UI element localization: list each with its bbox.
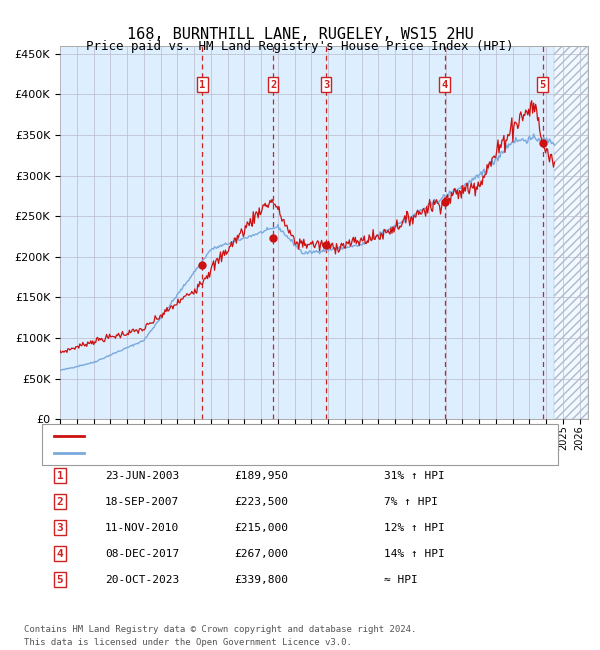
Text: 11-NOV-2010: 11-NOV-2010	[105, 523, 179, 533]
Text: 23-JUN-2003: 23-JUN-2003	[105, 471, 179, 481]
Text: 5: 5	[539, 80, 546, 90]
Bar	[554, 46, 588, 419]
Text: £223,500: £223,500	[234, 497, 288, 507]
Text: 168, BURNTHILL LANE, RUGELEY, WS15 2HU (detached house): 168, BURNTHILL LANE, RUGELEY, WS15 2HU (…	[90, 431, 434, 441]
Bar	[554, 46, 588, 419]
Text: 08-DEC-2017: 08-DEC-2017	[105, 549, 179, 559]
Text: 4: 4	[56, 549, 64, 559]
Text: Contains HM Land Registry data © Crown copyright and database right 2024.
This d: Contains HM Land Registry data © Crown c…	[24, 625, 416, 647]
Text: 168, BURNTHILL LANE, RUGELEY, WS15 2HU: 168, BURNTHILL LANE, RUGELEY, WS15 2HU	[127, 27, 473, 42]
Text: £215,000: £215,000	[234, 523, 288, 533]
Text: £339,800: £339,800	[234, 575, 288, 585]
Text: Price paid vs. HM Land Registry's House Price Index (HPI): Price paid vs. HM Land Registry's House …	[86, 40, 514, 53]
Text: HPI: Average price, detached house, Cannock Chase: HPI: Average price, detached house, Cann…	[90, 448, 396, 458]
Text: 2: 2	[56, 497, 64, 507]
Text: £267,000: £267,000	[234, 549, 288, 559]
Text: 1: 1	[56, 471, 64, 481]
Text: 3: 3	[56, 523, 64, 533]
Text: ≈ HPI: ≈ HPI	[384, 575, 418, 585]
Text: 1: 1	[199, 80, 205, 90]
Text: 5: 5	[56, 575, 64, 585]
Text: £189,950: £189,950	[234, 471, 288, 481]
Text: 18-SEP-2007: 18-SEP-2007	[105, 497, 179, 507]
Text: 2: 2	[270, 80, 276, 90]
Text: 4: 4	[442, 80, 448, 90]
Text: 14% ↑ HPI: 14% ↑ HPI	[384, 549, 445, 559]
Text: 31% ↑ HPI: 31% ↑ HPI	[384, 471, 445, 481]
Text: 7% ↑ HPI: 7% ↑ HPI	[384, 497, 438, 507]
Text: 20-OCT-2023: 20-OCT-2023	[105, 575, 179, 585]
Text: 3: 3	[323, 80, 329, 90]
Text: 12% ↑ HPI: 12% ↑ HPI	[384, 523, 445, 533]
